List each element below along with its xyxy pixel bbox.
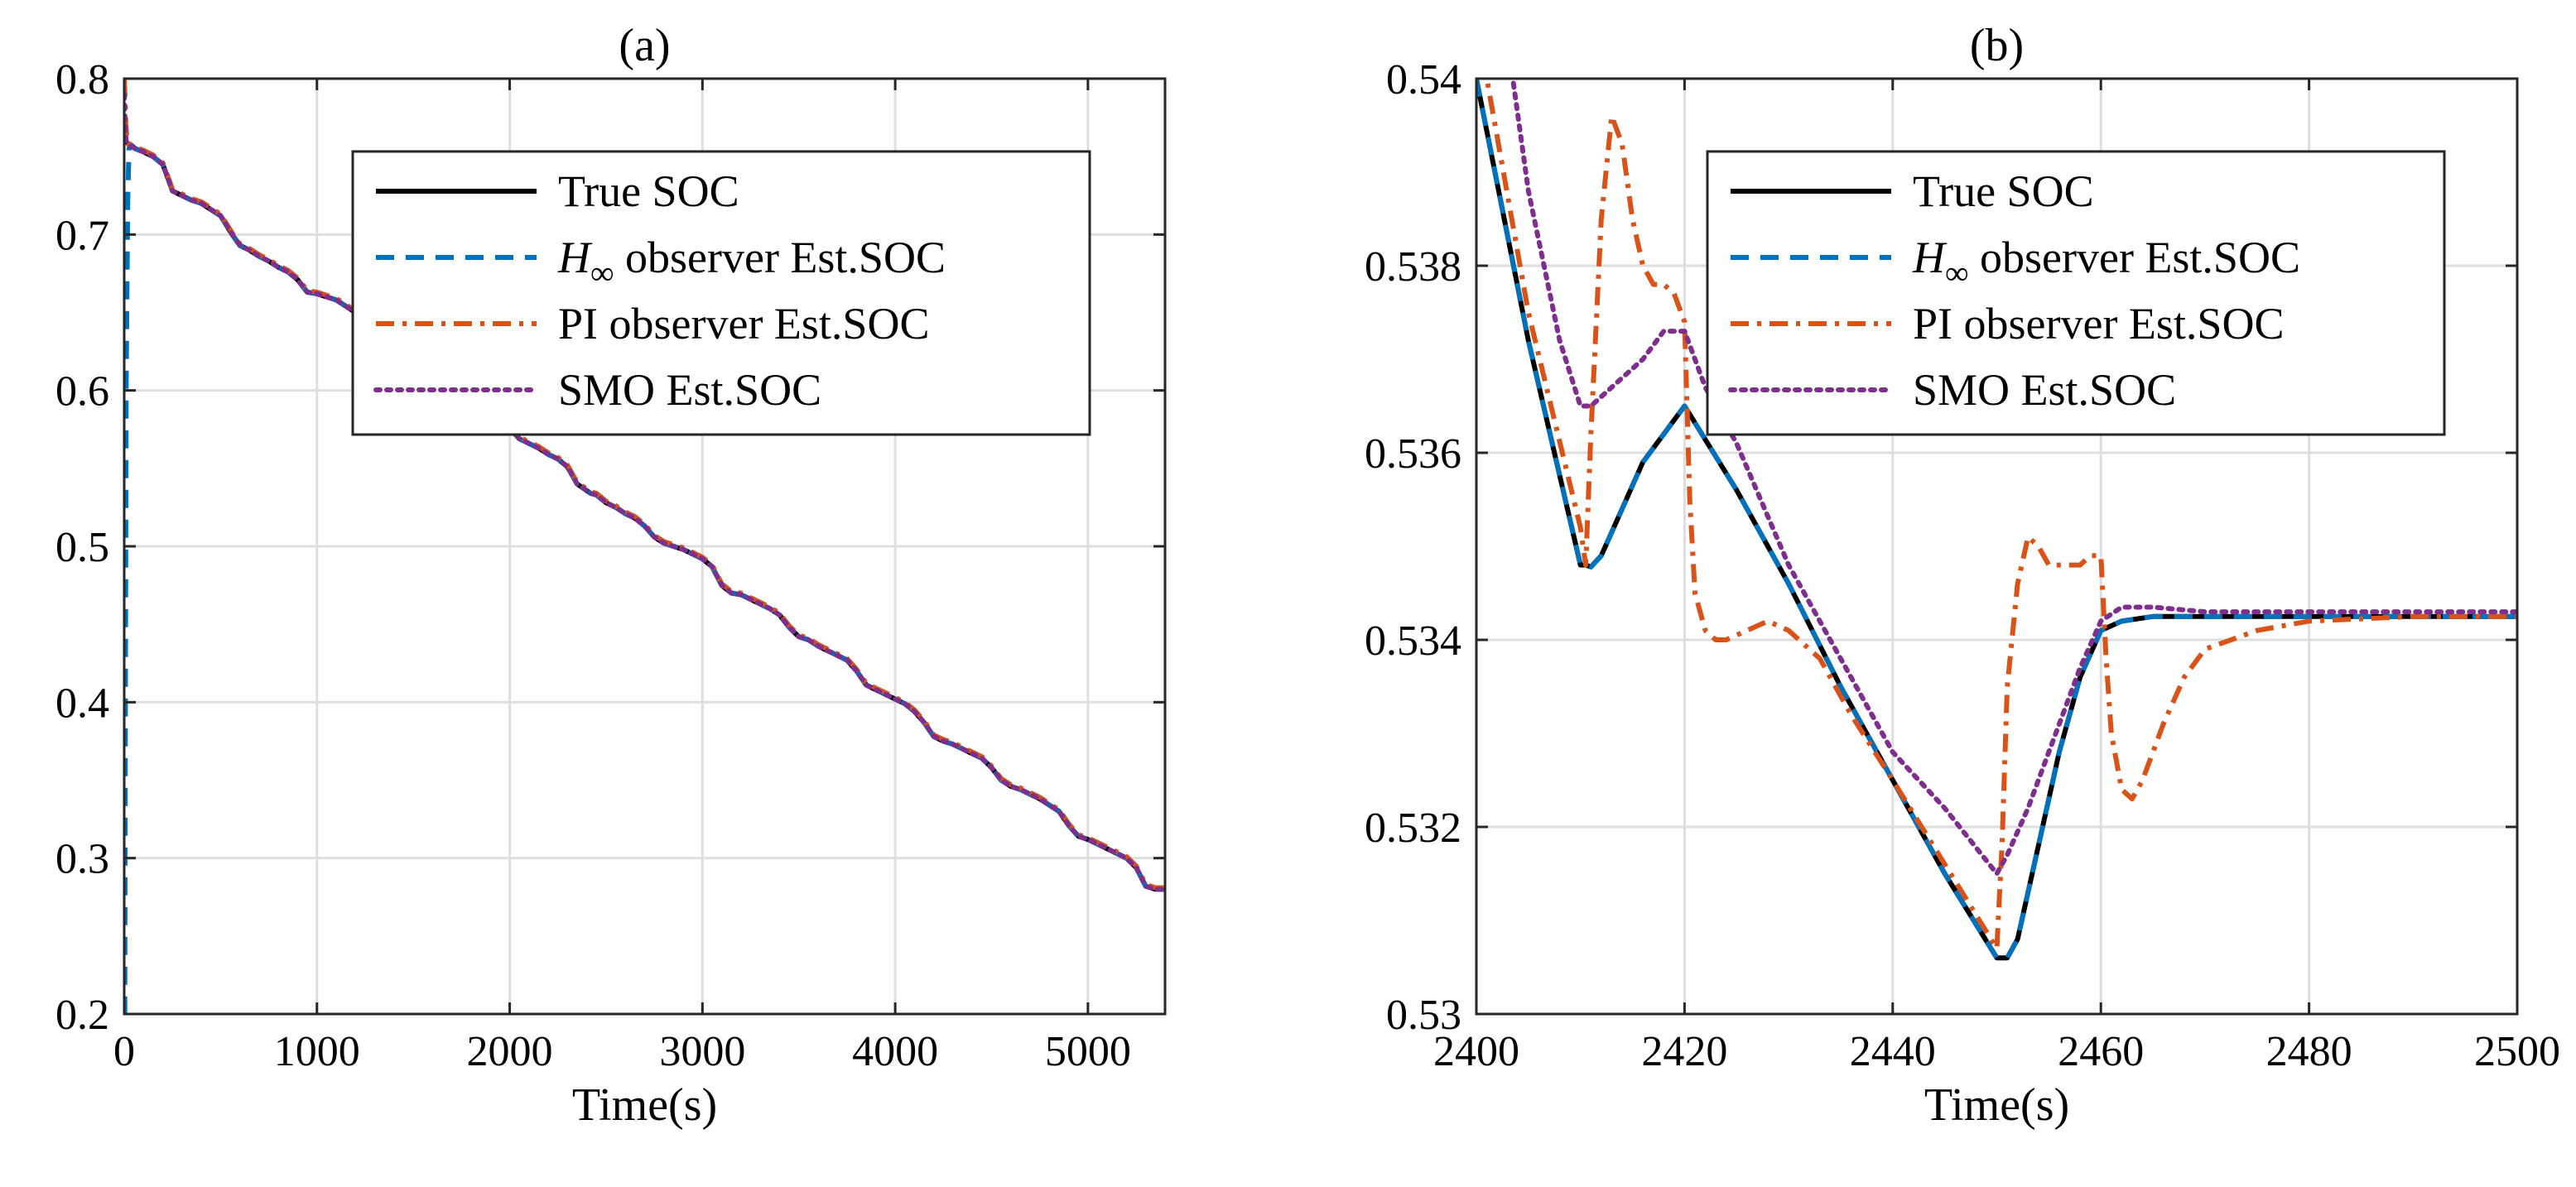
panel-a-legend: True SOC H∞ observer Est.SOC PI observer E…	[351, 150, 1091, 436]
panel-b-legend-label-true-soc: True SOC	[1913, 166, 2094, 216]
panel-a-y-tick-label: 0.7	[55, 212, 109, 259]
panel-b-x-tick-label: 2420	[1641, 1028, 1727, 1075]
panel-b-axes-box	[1475, 77, 2519, 1016]
panel-a-legend-label-h-observer-est-soc: H∞ observer Est.SOC	[557, 233, 946, 291]
panel-a-legend-label-true-soc: True SOC	[558, 166, 739, 216]
panel-b-legend-label-h-observer-est-soc: H∞ observer Est.SOC	[1912, 233, 2300, 291]
panel-b-y-tick-label: 0.54	[1386, 56, 1461, 103]
panel-a-title: (a)	[619, 20, 670, 71]
panel-b-series-line-smo-est-soc	[1509, 79, 2517, 877]
panel-b-chart: 2400 2420 2440 2460 2480 2500 0.53 0.532 0.534 0.…	[1365, 20, 2560, 1131]
panel-b-y-tick-label: 0.532	[1365, 805, 1461, 852]
panel-a-x-tick-label: 5000	[1045, 1028, 1131, 1075]
panel-a-y-tick-label: 0.5	[55, 524, 109, 571]
panel-a-legend-label-pi-observer-est-soc: PI observer Est.SOC	[558, 299, 929, 348]
panel-b-y-tick-label: 0.536	[1365, 430, 1461, 478]
panel-a-series-group	[124, 79, 1165, 1014]
panel-a-x-tick-label: 4000	[852, 1028, 938, 1075]
panel-a-x-axis-label: Time(s)	[572, 1079, 717, 1131]
panel-b-x-tick-label: 2480	[2266, 1028, 2352, 1075]
panel-b-x-tick-label: 2500	[2474, 1028, 2560, 1075]
panel-b-x-tick-label: 2440	[1850, 1028, 1936, 1075]
panel-b-y-tick-label: 0.534	[1365, 618, 1461, 665]
panel-b-y-tick-label: 0.53	[1386, 992, 1461, 1039]
panel-a-x-tick-label: 1000	[274, 1028, 360, 1075]
panel-b-x-axis-label: Time(s)	[1924, 1079, 2069, 1131]
panel-a-series-line-smo-est-soc	[124, 91, 1165, 892]
panel-a-x-tick-label: 2000	[467, 1028, 553, 1075]
panel-b-legend-label-smo-est-soc: SMO Est.SOC	[1913, 365, 2176, 415]
panel-b-legend: True SOC H∞ observer Est.SOC PI observer E…	[1706, 150, 2446, 436]
panel-a-y-tick-label: 0.2	[55, 992, 109, 1039]
panel-b-series-group	[1476, 79, 2517, 961]
panel-b-legend-label-pi-observer-est-soc: PI observer Est.SOC	[1913, 299, 2284, 348]
panel-a-chart: 0 1000 2000 3000 4000 5000 0.2 0.3 0.4 0.5 0.6 0.7 0…	[55, 20, 1167, 1131]
panel-b-series-line-pi-observer-est-soc	[1484, 79, 2517, 951]
panel-a-y-tick-label: 0.6	[55, 368, 109, 416]
panel-b-x-tick-label: 2400	[1433, 1028, 1519, 1075]
panel-a-x-tick-label: 3000	[659, 1028, 745, 1075]
panel-b-title: (b)	[1970, 20, 2024, 71]
panel-a-legend-label-smo-est-soc: SMO Est.SOC	[558, 365, 821, 415]
panel-b-y-tick-label: 0.538	[1365, 243, 1461, 291]
panel-b-x-tick-label: 2460	[2058, 1028, 2144, 1075]
panel-a-y-tick-label: 0.4	[55, 680, 109, 727]
panel-a-y-tick-label: 0.8	[55, 56, 109, 103]
panel-a-y-tick-label: 0.3	[55, 836, 109, 883]
panel-a-x-tick-label: 0	[113, 1028, 135, 1075]
